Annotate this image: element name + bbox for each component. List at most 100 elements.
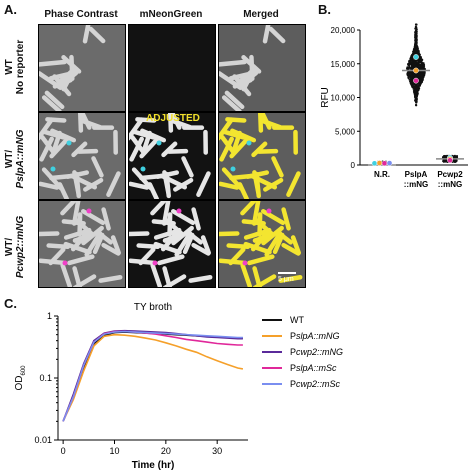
bacterial-cell	[129, 258, 158, 266]
y-tick-label: 1	[47, 311, 52, 321]
bacterial-cell	[71, 141, 88, 158]
row-label-line1: WT/	[4, 149, 15, 169]
bacterial-cell	[131, 167, 154, 191]
data-point	[414, 89, 417, 92]
x-tick-label: 20	[161, 446, 171, 456]
bacterial-cell	[153, 229, 179, 240]
panel-a-letter: A.	[4, 2, 17, 17]
data-point	[417, 49, 420, 52]
bacterial-cell	[41, 167, 64, 191]
legend-label-part: slpA::mSc	[296, 363, 337, 373]
highlight-marker	[266, 208, 272, 214]
bacterial-cell	[260, 209, 286, 226]
bacterial-cell	[155, 170, 180, 179]
bacterial-cell	[245, 170, 270, 179]
bacterial-cell	[50, 128, 77, 143]
bacterial-cell	[240, 263, 253, 287]
bacterial-cell	[39, 231, 60, 237]
micrograph-neon-row0	[128, 24, 216, 112]
bacterial-cell	[39, 258, 68, 266]
data-point	[416, 85, 420, 89]
micrograph-cells	[39, 25, 106, 111]
bacterial-cell	[219, 136, 234, 162]
bacterial-cell	[188, 275, 213, 283]
highlight-marker	[246, 140, 252, 146]
bacterial-cell	[191, 242, 211, 256]
micrograph-phase-row0	[38, 24, 126, 112]
bacterial-cell	[221, 167, 244, 191]
bacterial-cell	[219, 231, 240, 237]
bacterial-cell	[166, 148, 189, 154]
bacterial-cell	[219, 59, 247, 67]
bacterial-cell	[281, 242, 301, 256]
data-point	[413, 93, 417, 96]
data-point	[414, 36, 417, 40]
bacterial-cell	[45, 117, 67, 123]
bacterial-cell	[221, 95, 242, 111]
bacterial-cell	[219, 71, 243, 90]
data-point	[406, 66, 409, 69]
data-point	[408, 65, 411, 69]
data-point	[423, 71, 426, 75]
micrograph-merged-row0	[218, 24, 306, 112]
category-label: PslpA	[405, 170, 428, 179]
bacterial-cell	[286, 171, 301, 197]
legend-label: PslpA::mSc	[290, 363, 337, 373]
bacterial-cell	[161, 141, 178, 158]
legend-label-part: P	[290, 363, 296, 373]
bacterial-cell	[191, 207, 201, 231]
row-label-line2: Pcwp2::mNG	[15, 215, 26, 279]
bacterial-cell	[72, 266, 82, 287]
data-point	[407, 75, 411, 78]
bacterial-cell	[243, 229, 269, 240]
column-header-merged: Merged	[243, 9, 279, 20]
bacterial-cell	[110, 235, 121, 256]
data-point	[414, 83, 417, 86]
y-tick-label: 10,000	[331, 94, 356, 103]
legend-label-part: cwp2::mSc	[296, 379, 341, 389]
legend-label-part: P	[290, 379, 296, 389]
category-label: N.R.	[374, 170, 390, 179]
y-tick-label: 20,000	[331, 26, 356, 35]
bacterial-cell	[129, 117, 144, 141]
bacterial-cell	[80, 209, 106, 226]
data-point	[421, 77, 424, 80]
highlighted-point	[371, 160, 378, 167]
data-point	[413, 60, 416, 64]
bacterial-cell	[224, 90, 245, 110]
y-tick-label: 15,000	[331, 60, 356, 69]
bacterial-cell	[182, 232, 195, 255]
bacterial-cell	[196, 171, 211, 197]
bacterial-cell	[162, 274, 187, 287]
bacterial-cell	[219, 181, 240, 190]
legend-label-part: slpA::mNG	[296, 331, 340, 341]
data-point	[413, 72, 416, 76]
data-point	[419, 81, 422, 84]
bacterial-cell	[63, 229, 89, 240]
bacterial-cell	[91, 156, 104, 178]
bacterial-cell	[130, 135, 146, 155]
y-axis-label: OD600	[14, 365, 27, 391]
series-line	[62, 329, 243, 422]
bacterial-cell	[290, 235, 301, 256]
data-point	[417, 82, 420, 85]
bacterial-cell	[52, 74, 72, 97]
micrograph-cells	[39, 201, 123, 287]
highlighted-point	[413, 77, 419, 84]
data-point	[414, 51, 417, 54]
y-axis-label: RFU	[320, 87, 331, 108]
series-line	[62, 330, 243, 422]
category-label: ::mNG	[404, 180, 428, 189]
bacterial-cell	[220, 135, 236, 155]
highlighted-point	[376, 160, 383, 166]
column-header-mneongreen: mNeonGreen	[139, 9, 203, 20]
bacterial-cell	[48, 72, 70, 81]
bacterial-cell	[61, 65, 77, 92]
scale-bar-label: 5 μm	[278, 276, 294, 283]
micrograph-cells	[129, 25, 215, 111]
data-point	[421, 67, 424, 70]
bacterial-cell	[168, 118, 193, 130]
bacterial-cell	[60, 263, 73, 287]
bacterial-cell	[232, 130, 242, 151]
row-label-line1: WT/	[4, 237, 15, 257]
